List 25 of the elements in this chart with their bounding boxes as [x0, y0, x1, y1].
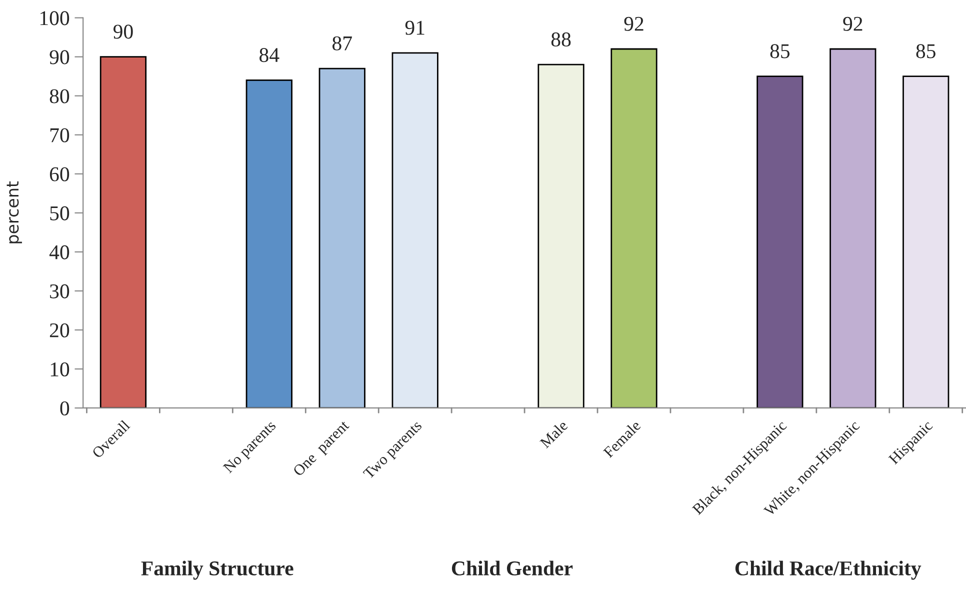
y-tick-label: 80 — [50, 89, 70, 104]
data-label: 85 — [916, 44, 936, 58]
data-label: 84 — [260, 48, 280, 62]
y-tick-label: 10 — [50, 362, 70, 376]
y-axis-title: percent — [6, 181, 22, 244]
y-tick-label: 0 — [60, 401, 70, 416]
data-label: 92 — [843, 16, 862, 31]
x-tick-label: Male — [539, 419, 568, 449]
y-tick-label: 90 — [50, 50, 70, 64]
text: Family Structure — [141, 560, 294, 580]
text: Child Gender — [452, 560, 573, 576]
data-label: 90 — [113, 24, 133, 39]
text: Child Race/Ethnicity — [735, 560, 922, 580]
data-label: 87 — [332, 36, 352, 50]
data-label: 88 — [551, 32, 571, 46]
data-label: 92 — [624, 16, 644, 31]
y-tick-label: 50 — [50, 206, 70, 220]
y-tick-label: 40 — [49, 245, 70, 260]
y-tick-label: 30 — [50, 284, 70, 298]
y-tick-label: 20 — [50, 323, 70, 338]
y-tick-label: 100 — [40, 11, 70, 26]
y-tick-label: 60 — [50, 167, 70, 182]
data-label: 85 — [770, 44, 790, 58]
y-tick-label: 70 — [50, 128, 70, 142]
data-label: 91 — [405, 20, 424, 35]
